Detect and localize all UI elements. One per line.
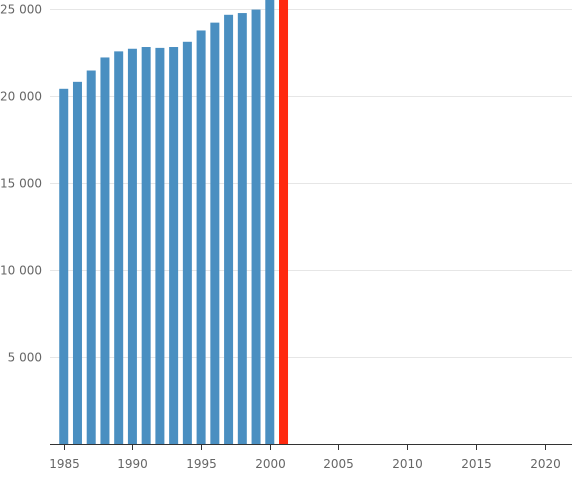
y-tick-label: 15 000 xyxy=(0,177,42,191)
bar xyxy=(169,47,179,444)
x-tick-label: 2005 xyxy=(323,457,354,471)
y-tick-label: 20 000 xyxy=(0,90,42,104)
bar xyxy=(141,47,151,444)
bar xyxy=(72,81,82,444)
x-tick-label: 2020 xyxy=(530,457,561,471)
x-tick-label: 2015 xyxy=(461,457,492,471)
bar xyxy=(196,30,206,445)
x-tick-label: 1985 xyxy=(49,457,80,471)
axes: 5 000 10 000 15 000 20 000 25 000 1985 1990 199… xyxy=(0,3,572,471)
y-tick-label: 10 000 xyxy=(0,264,42,278)
x-tick-label: 1995 xyxy=(186,457,217,471)
bar xyxy=(114,51,124,444)
bar xyxy=(182,41,192,444)
bar xyxy=(251,9,261,444)
bar xyxy=(237,13,247,444)
bar xyxy=(59,88,69,445)
x-tick-label: 1990 xyxy=(117,457,148,471)
bars xyxy=(59,0,289,445)
bar xyxy=(155,47,165,444)
y-tick-label: 25 000 xyxy=(0,3,42,17)
bar xyxy=(265,0,275,444)
x-tick-label: 2000 xyxy=(255,457,286,471)
bar xyxy=(127,48,137,445)
bar xyxy=(224,14,234,445)
x-tick-label: 2010 xyxy=(392,457,423,471)
bar xyxy=(210,22,220,445)
bar xyxy=(86,70,96,445)
bar xyxy=(100,57,110,444)
y-tick-label: 5 000 xyxy=(8,351,42,365)
bar-highlighted xyxy=(279,0,289,444)
gridlines xyxy=(50,9,572,358)
